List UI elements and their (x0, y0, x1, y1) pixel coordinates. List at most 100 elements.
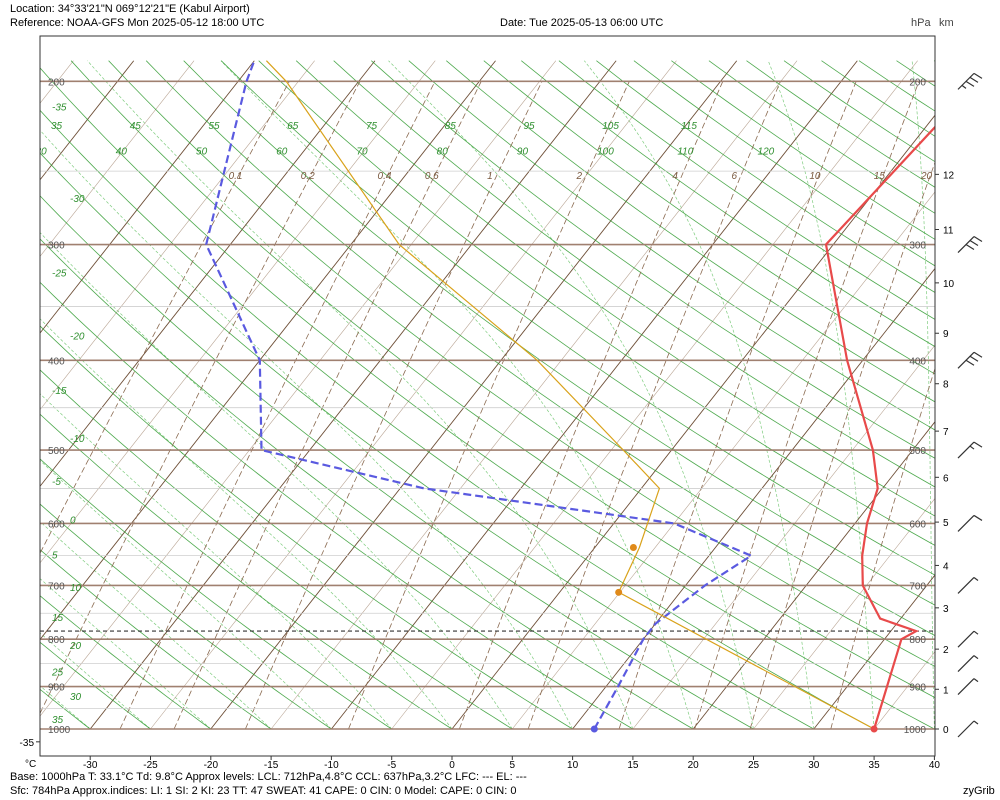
isotherm-line (451, 114, 935, 730)
wind-barb-full (965, 359, 975, 366)
isotherm-line (210, 60, 738, 730)
wind-barb-full (973, 514, 983, 521)
isotherm-line (40, 60, 315, 411)
x-axis-tick-label: -30 (83, 760, 98, 771)
wind-barb-icon (957, 630, 979, 648)
parcel-profile-line (265, 60, 875, 730)
isotherm-line (632, 344, 935, 730)
dry-adiabat-label: 80 (437, 147, 449, 158)
isotherm-line (692, 421, 935, 730)
pressure-label-left: 300 (48, 241, 65, 252)
pressure-label-right: 200 (909, 77, 926, 88)
pressure-label-right: 500 (909, 446, 926, 457)
moist-adiabat-label: 15 (52, 613, 64, 624)
dry-adiabat-line (295, 60, 935, 517)
mixing-ratio-label: 0.4 (378, 171, 392, 182)
mixing-ratio-label: 1 (487, 171, 493, 182)
height-axis-label: 7 (943, 427, 949, 438)
mixing-ratio-label: 2 (576, 171, 583, 182)
pressure-label-left: 700 (48, 581, 65, 592)
dry-adiabat-line (183, 60, 935, 606)
mixing-ratio-label: 10 (809, 171, 821, 182)
wind-barb-full (969, 355, 979, 362)
mixing-ratio-label: 20 (920, 171, 933, 182)
dry-adiabat-line (40, 413, 453, 730)
height-axis-label: 6 (943, 473, 949, 484)
isotherm-line (512, 191, 935, 730)
wind-barb-full (973, 351, 983, 358)
moist-adiabat-line (40, 578, 212, 730)
height-axis-label: 8 (943, 380, 949, 391)
wind-barb-half (973, 630, 979, 635)
dry-adiabat-line (483, 60, 935, 375)
dry-adiabat-line (108, 60, 935, 667)
dry-adiabat-label: 120 (758, 147, 775, 158)
moist-adiabat-label: -35 (52, 102, 67, 113)
isotherm-line (89, 60, 617, 730)
wind-barb-staff (957, 577, 975, 594)
dry-adiabat-line (858, 60, 935, 112)
dry-adiabat-label: 95 (523, 121, 535, 132)
moist-adiabat-label: 35 (52, 715, 64, 726)
forecast-date-label: Date: Tue 2025-05-13 06:00 UTC (500, 17, 664, 29)
x-axis-tick-label: 15 (627, 760, 639, 771)
x-axis-tick-label: -15 (264, 760, 279, 771)
x-axis-tick-label: 25 (748, 760, 760, 771)
mixing-ratio-line (830, 367, 935, 730)
isotherm-line (934, 727, 935, 730)
isotherm-line (40, 60, 255, 334)
wind-barb-half (973, 655, 979, 660)
isotherm-line (995, 61, 1000, 729)
dry-adiabat-label: 40 (116, 147, 128, 158)
x-axis-tick-label: 30 (808, 760, 820, 771)
moist-adiabat-line (911, 60, 935, 730)
location-label: Location: 34°33'21"N 069°12'21"E (Kabul … (10, 3, 250, 15)
x-axis-tick-label: 20 (688, 760, 700, 771)
pressure-label-right: 400 (909, 356, 926, 367)
dry-adiabat-line (40, 109, 875, 730)
isotherm-line (753, 497, 935, 730)
moist-adiabat-line (40, 685, 91, 730)
wind-barb-staff (957, 678, 975, 696)
wind-barb-full (969, 76, 979, 83)
dry-adiabat-label: 50 (196, 147, 208, 158)
height-axis-label: 2 (943, 645, 949, 656)
dry-adiabat-line (40, 238, 694, 730)
dry-adiabat-line (40, 195, 754, 730)
dry-adiabat-label: 35 (51, 121, 63, 132)
moist-adiabat-line (220, 60, 694, 730)
mixing-ratio-line (749, 161, 935, 730)
pressure-label-left: 800 (48, 635, 65, 646)
height-axis-label: 9 (943, 329, 949, 340)
pressure-label-left: 500 (48, 446, 65, 457)
dry-adiabat-line (40, 67, 935, 730)
height-axis-label: 10 (943, 279, 955, 290)
x-axis-tick-label: 0 (449, 760, 455, 771)
dry-adiabat-line (446, 60, 935, 403)
wind-barb-staff (957, 515, 975, 532)
moist-adiabat-label: -25 (52, 269, 67, 280)
dry-adiabat-line (40, 325, 573, 730)
moist-adiabat-line (40, 129, 573, 730)
mixing-ratio-line (348, 81, 630, 730)
x-axis-tick-label: -5 (387, 760, 396, 771)
moist-adiabat-label: 10 (70, 583, 82, 594)
mixing-ratio-label: 0.1 (229, 171, 243, 182)
height-axis-label: 12 (943, 170, 955, 181)
pressure-label-right: 300 (909, 241, 926, 252)
dry-adiabat-line (220, 60, 935, 576)
wind-barb-half (973, 678, 979, 683)
dry-adiabat-label: 90 (517, 147, 529, 158)
dry-adiabat-line (408, 60, 935, 431)
moist-adiabat-line (584, 60, 815, 730)
height-axis-label: 0 (943, 725, 949, 736)
isotherm-line (40, 60, 557, 717)
wind-barb-icon (957, 236, 983, 253)
isotherm-line (331, 60, 858, 730)
wind-barb-half (961, 84, 967, 89)
isotherm-line (40, 60, 135, 181)
wind-barb-half (973, 720, 979, 725)
dry-adiabat-line (633, 60, 935, 267)
wind-barb-icon (957, 655, 979, 673)
wind-barb-icon (957, 576, 979, 594)
